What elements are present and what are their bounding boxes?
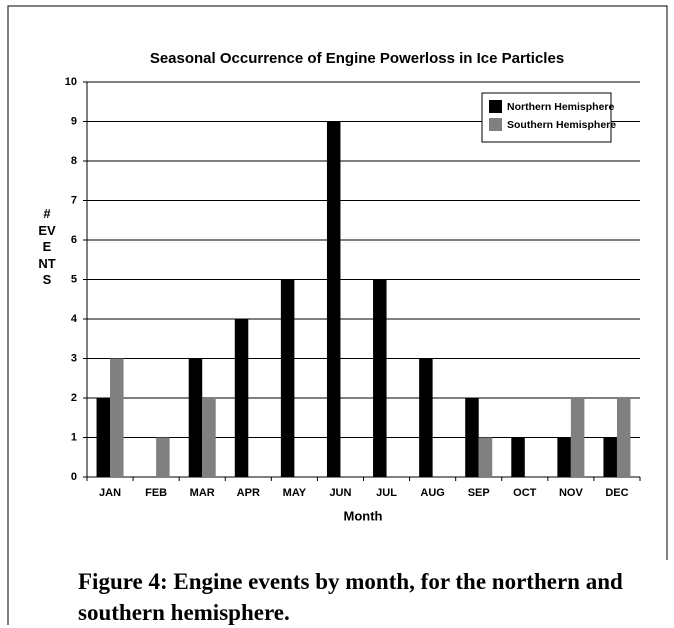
x-tick-label: MAR: [190, 487, 215, 499]
bar: [156, 437, 170, 477]
bar: [511, 437, 525, 477]
chart-title: Seasonal Occurrence of Engine Powerloss …: [150, 50, 564, 67]
x-tick-label: JUN: [329, 487, 351, 499]
bar: [570, 398, 585, 477]
x-tick-label: SEP: [468, 487, 490, 499]
y-tick-label: 9: [71, 115, 77, 127]
bar: [419, 358, 433, 477]
y-tick-label: 10: [65, 76, 77, 88]
x-tick-label: APR: [237, 487, 260, 499]
y-tick-label: 1: [71, 431, 77, 443]
x-tick-label: FEB: [145, 487, 167, 499]
bar: [478, 437, 493, 477]
y-tick-label: 8: [71, 155, 77, 167]
x-axis-label: Month: [344, 508, 383, 523]
y-tick-label: 7: [71, 194, 77, 206]
bar: [188, 358, 203, 477]
legend-box: [481, 92, 612, 143]
bar: [110, 358, 124, 477]
y-tick-label: 5: [71, 273, 77, 285]
caption: Figure 4: Engine events by month, for th…: [78, 569, 623, 625]
bar: [373, 279, 387, 477]
x-tick-label: DEC: [605, 487, 628, 499]
bar: [326, 121, 341, 477]
x-tick-label: NOV: [559, 487, 584, 499]
bar: [96, 398, 111, 477]
bar: [202, 398, 216, 477]
x-tick-label: JUL: [376, 487, 397, 499]
bar: [234, 319, 249, 477]
bar: [616, 398, 631, 477]
bar: [557, 437, 571, 477]
y-tick-label: 4: [71, 313, 78, 325]
y-axis-label: # EVENTS: [38, 206, 56, 287]
bar: [280, 279, 295, 477]
y-tick-label: 2: [71, 392, 77, 404]
legend-swatch: [489, 100, 502, 113]
bar: [465, 398, 479, 477]
legend-label: Southern Hemisphere: [507, 119, 616, 131]
bar: [603, 437, 617, 477]
legend-swatch: [489, 118, 502, 131]
y-tick-label: 6: [71, 234, 77, 246]
x-tick-label: MAY: [283, 487, 307, 499]
frame: [7, 5, 668, 625]
x-tick-label: JAN: [99, 487, 121, 499]
legend-label: Northern Hemisphere: [507, 101, 615, 113]
x-tick-label: OCT: [513, 487, 537, 499]
x-tick-label: AUG: [420, 487, 444, 499]
y-tick-label: 0: [71, 471, 77, 483]
y-tick-label: 3: [71, 352, 77, 364]
